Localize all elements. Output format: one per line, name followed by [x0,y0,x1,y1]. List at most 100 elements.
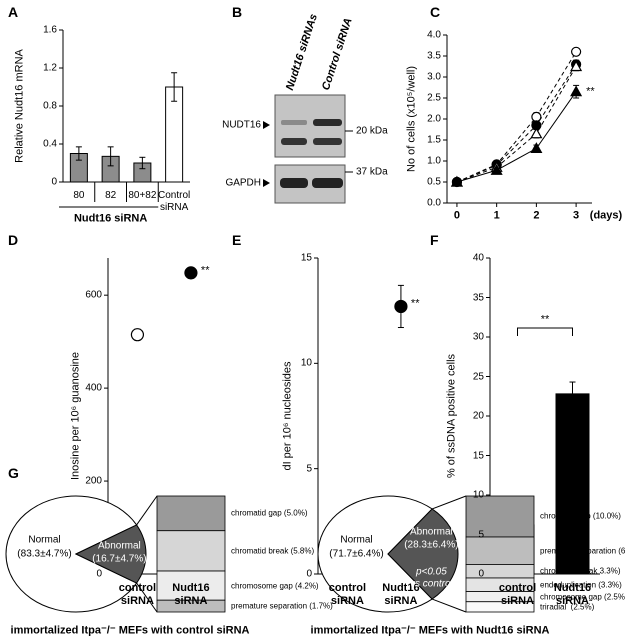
x-tick-label: control siRNA [328,582,367,607]
breakdown-segment [465,564,535,579]
panel-label: A [8,3,19,20]
x-tick-label: 82 [105,190,117,201]
pie-label: Abnormal [97,540,141,552]
point [530,142,543,153]
annotation: ** [540,313,550,326]
y-tick-label: 1.2 [43,62,57,74]
y-axis-label: Inosine per 10⁶ guanosine [69,351,82,481]
blot-band [281,120,307,125]
band-arrow [263,179,270,187]
connector [431,495,467,510]
pie-slice [74,524,147,584]
breakdown-segment [156,530,226,572]
y-tick-label: 1.0 [427,155,441,167]
point [450,175,463,187]
bar [555,393,590,575]
y-tick-label: 200 [85,475,102,487]
blot-band [280,178,308,188]
y-tick-label: 400 [85,382,102,394]
x-axis-label: (days) [589,209,623,222]
blot-band [281,138,307,145]
point [570,85,583,97]
annotation: ** [410,298,420,311]
y-tick-label: 25 [472,370,484,382]
connector [136,495,158,526]
y-tick-label: 3.0 [427,71,441,83]
y-tick-label: 5 [478,528,484,540]
y-tick-label: 30 [472,331,484,343]
y-tick-label: 0 [51,176,57,188]
x-tick-label: 80+82 [128,190,157,201]
point [530,127,543,139]
point [490,164,503,175]
breakdown-label: chromosome gap (4.2%) [231,581,319,590]
y-axis-label: No of cells (x10⁵/well) [405,65,418,173]
series-line [456,91,577,183]
panel-label: B [232,3,243,20]
y-tick-label: 0.8 [43,100,57,112]
y-tick-label: 10 [472,489,484,501]
pie-slice [387,508,459,600]
point [130,328,145,342]
y-tick-label: 20 [472,410,484,422]
x-tick-label: control siRNA [498,582,537,607]
annotation: p<0.05 (vs control) [406,566,457,590]
y-tick-label: 4.0 [427,29,441,41]
annotation: ** [200,264,210,277]
y-tick-label: 2.0 [427,113,441,125]
breakdown-segment [156,495,226,532]
breakdown-segment [465,536,535,565]
breakdown-label: endoduplication (3.3%) [540,580,622,590]
panel-label: E [232,231,242,248]
blot-band [313,138,342,145]
pie-value-label: (28.3±6.4%) [404,539,459,551]
y-tick-label: 0.0 [427,197,441,209]
x-tick-label: 80 [73,190,85,201]
x-tick-label: 2 [533,209,540,222]
y-tick-label: 15 [300,252,312,264]
point [184,266,198,280]
breakdown-segment [465,495,535,538]
size-marker-label: 37 kDa [356,166,388,178]
band-label: GAPDH [225,177,261,189]
breakdown-segment [156,599,226,613]
x-tick-label: 1 [493,209,500,222]
series-line [456,64,577,183]
breakdown-label: chromatid break (5.8%) [231,546,315,556]
pie-label: Normal [340,534,373,546]
y-tick-label: 0 [478,568,484,580]
y-tick-label: 35 [472,291,484,303]
y-tick-label: 2.5 [427,92,441,104]
y-tick-label: 0.4 [43,138,57,150]
breakdown-label: premature separation (6.7%) [540,546,625,556]
pie-slice [317,495,433,613]
x-tick-label: control siRNA [118,582,157,607]
caption: immortalized Itpa⁻/⁻ MEFs with control s… [10,624,250,637]
panel-label: G [8,464,19,481]
y-tick-label: 600 [85,289,102,301]
y-tick-label: 0 [96,568,102,580]
y-tick-label: 0.5 [427,176,441,188]
y-tick-label: 10 [300,357,312,369]
pie-slice [5,495,138,613]
caption: immortalized Itpa⁻/⁻ MEFs with Nudt16 si… [310,624,550,637]
connector [136,582,158,613]
y-tick-label: 15 [472,449,484,461]
panel-label: D [8,231,19,248]
panel-label: C [430,3,441,20]
x-tick-label: Nudt16 siRNA [553,582,592,607]
y-tick-label: 5 [306,462,312,474]
panel-label: F [430,231,439,248]
size-marker-label: 20 kDa [356,125,388,137]
pie-label: Normal [28,534,61,546]
x-tick-label: Nudt16 siRNA [172,582,210,607]
blot-band [312,178,343,188]
y-tick-label: 1.6 [43,24,57,36]
significance-bracket [517,327,573,336]
x-tick-label: 0 [453,209,460,222]
pie-value-label: (71.7±6.4%) [329,548,384,560]
y-tick-label: 40 [472,252,484,264]
breakdown-segment [465,601,535,613]
